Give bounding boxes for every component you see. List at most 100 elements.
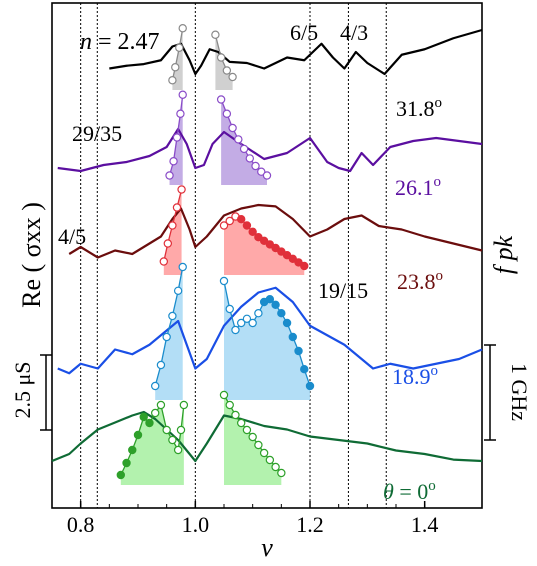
- data-point: [159, 257, 168, 266]
- label-theta-0: θ = 0o: [383, 478, 436, 504]
- data-point: [139, 412, 148, 422]
- series-line-4: [51, 410, 483, 463]
- data-point: [163, 239, 173, 248]
- data-point: [162, 425, 171, 435]
- x-tick-label: 1.2: [296, 512, 324, 537]
- data-point: [219, 221, 229, 230]
- data-point: [282, 318, 292, 328]
- x-axis-label: ν: [261, 533, 273, 562]
- dot-line-0-left: [171, 28, 184, 81]
- fraction-4-5: 4/5: [58, 224, 86, 249]
- data-point: [168, 76, 177, 85]
- fraction-4-3: 4/3: [340, 20, 368, 45]
- data-point: [176, 109, 185, 118]
- data-point: [178, 24, 187, 33]
- data-point: [216, 95, 226, 104]
- data-point: [172, 133, 182, 142]
- data-point: [242, 314, 252, 323]
- x-tick-label: 0.8: [67, 512, 95, 537]
- data-point: [162, 332, 171, 342]
- n-label: n: [80, 29, 92, 55]
- data-point: [254, 440, 263, 450]
- data-point: [271, 300, 280, 309]
- label-18-9: 18.9o: [392, 363, 438, 389]
- conductivity-curves: [51, 28, 483, 463]
- data-point: [236, 318, 246, 328]
- series-line-2: [68, 203, 483, 259]
- data-point: [277, 468, 286, 478]
- data-point: [231, 410, 240, 420]
- data-point: [168, 221, 177, 230]
- data-point: [239, 144, 249, 154]
- data-point: [176, 425, 186, 435]
- data-point: [294, 346, 303, 356]
- data-point: [168, 435, 177, 445]
- data-point: [288, 332, 297, 342]
- label-23-8: 23.8o: [397, 268, 443, 294]
- data-point: [262, 171, 272, 180]
- data-point: [150, 408, 160, 418]
- data-point: [219, 276, 229, 286]
- data-point: [211, 30, 220, 39]
- fill-region-2-right: [224, 216, 305, 275]
- data-point: [245, 154, 254, 163]
- data-point: [173, 445, 183, 455]
- data-point: [225, 304, 234, 314]
- y-axis-label: Re ( σxx ): [17, 202, 46, 308]
- x-ticks: 0.8 1.0 1.2 1.4: [67, 501, 438, 537]
- data-point: [228, 123, 237, 133]
- data-point: [265, 455, 275, 465]
- data-point: [251, 161, 260, 171]
- data-point: [178, 262, 187, 272]
- data-point: [259, 448, 269, 458]
- label-31-8: 31.8o: [396, 95, 442, 121]
- fraction-6-5: 6/5: [290, 20, 318, 45]
- right-axis-label: f pk: [489, 235, 518, 274]
- data-point: [236, 214, 246, 224]
- data-point: [254, 309, 263, 318]
- data-point: [165, 171, 174, 180]
- data-point: [172, 203, 182, 212]
- series-line-1: [57, 127, 483, 173]
- data-point: [122, 458, 131, 468]
- data-point: [219, 390, 229, 400]
- fill-region-0-right: [215, 34, 233, 90]
- fraction-19-15: 19/15: [318, 278, 368, 303]
- data-point: [173, 286, 183, 295]
- data-point: [177, 185, 186, 194]
- series-line-3: [57, 286, 483, 375]
- data-point: [178, 90, 187, 99]
- left-scale-label: 2.5 μS: [10, 361, 35, 418]
- data-point: [248, 318, 257, 328]
- data-point: [242, 425, 252, 435]
- data-point: [242, 221, 252, 230]
- series-line-0: [109, 28, 483, 76]
- right-scale-label: 1 GHz: [507, 363, 532, 421]
- data-point: [222, 66, 232, 75]
- data-point: [225, 216, 234, 226]
- fill-region-4-left: [120, 405, 184, 485]
- frequency-points: [116, 24, 315, 480]
- data-point: [248, 227, 257, 236]
- n-value: = 2.47: [98, 29, 160, 55]
- data-point: [271, 462, 280, 472]
- data-point: [236, 418, 246, 428]
- fill-region-3-right: [224, 281, 310, 400]
- data-point: [175, 43, 184, 52]
- data-point: [300, 365, 309, 374]
- data-point: [231, 325, 240, 335]
- data-point: [234, 135, 243, 144]
- data-point: [128, 445, 137, 455]
- reference-lines: [80, 3, 387, 508]
- data-point: [265, 295, 275, 304]
- dot-line-0-right: [214, 34, 234, 78]
- data-point: [277, 309, 286, 318]
- data-point: [169, 157, 178, 166]
- data-point: [171, 63, 180, 72]
- data-point: [228, 72, 237, 82]
- label-26-1: 26.1o: [395, 174, 441, 200]
- data-point: [145, 418, 154, 428]
- fraction-29-35: 29/35: [72, 121, 122, 146]
- data-point: [156, 400, 166, 410]
